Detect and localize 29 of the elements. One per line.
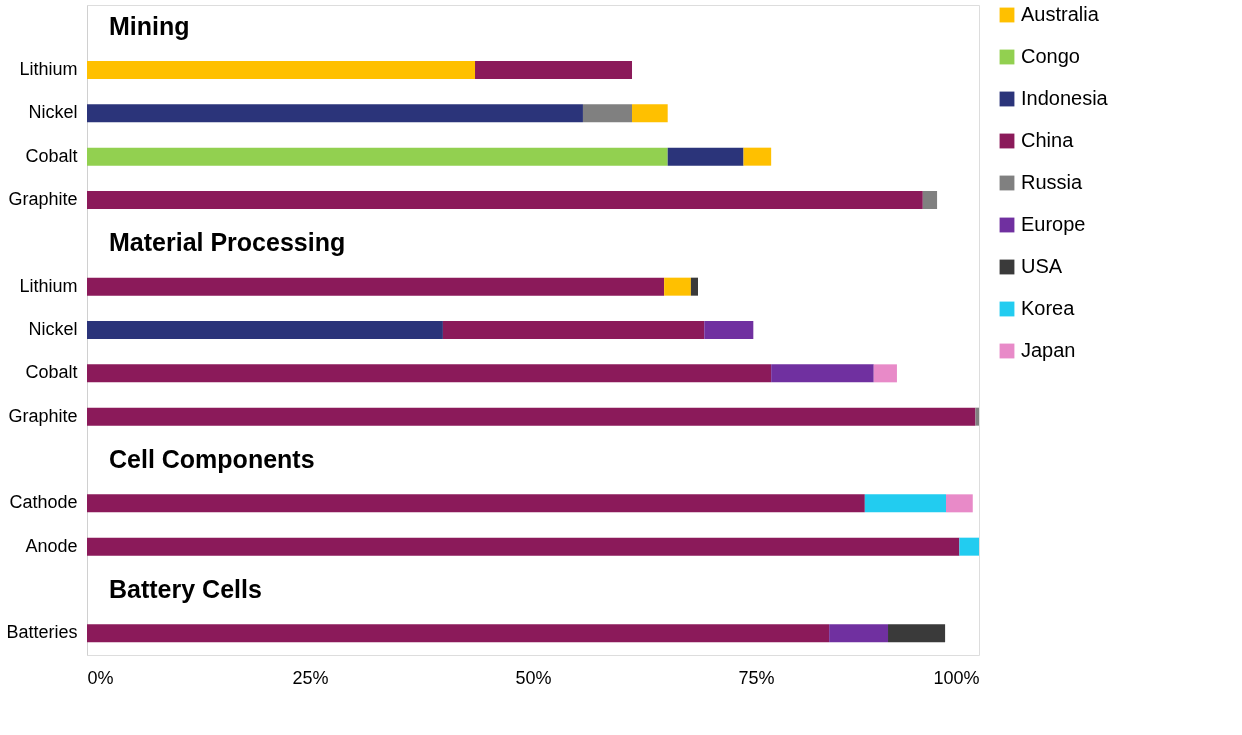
x-tick-label: 50% [515, 667, 552, 688]
legend-label: Russia [1021, 171, 1084, 193]
y-tick-label: Lithium [19, 59, 78, 79]
x-tick-label: 75% [738, 667, 775, 688]
legend-label: Japan [1021, 339, 1076, 361]
legend-label: Korea [1021, 297, 1076, 319]
x-tick-label: 0% [87, 667, 114, 688]
y-tick-label: Cathode [9, 492, 78, 513]
y-tick-label: Cobalt [25, 362, 78, 383]
legend-label: Australia [1021, 3, 1100, 25]
y-tick-label: Nickel [28, 319, 78, 339]
legend-label: Indonesia [1021, 87, 1109, 109]
legend-label: Europe [1021, 213, 1086, 235]
legend-label: USA [1021, 255, 1063, 277]
y-tick-label: Nickel [28, 102, 78, 123]
y-tick-label: Graphite [8, 189, 78, 209]
y-tick-label: Batteries [6, 622, 78, 643]
legend-label: Congo [1021, 45, 1080, 67]
annotation: Battery Cells [109, 575, 262, 603]
x-tick-label: 25% [292, 667, 329, 688]
annotation: Cell Components [109, 445, 315, 473]
annotation: Mining [109, 11, 190, 40]
y-tick-label: Anode [25, 535, 78, 556]
y-tick-label: Lithium [19, 275, 78, 296]
x-tick-label: 100% [933, 667, 980, 688]
legend-label: China [1021, 129, 1075, 151]
annotation: Material Processing [109, 228, 346, 257]
y-tick-label: Graphite [8, 405, 78, 426]
y-tick-label: Cobalt [25, 145, 78, 166]
